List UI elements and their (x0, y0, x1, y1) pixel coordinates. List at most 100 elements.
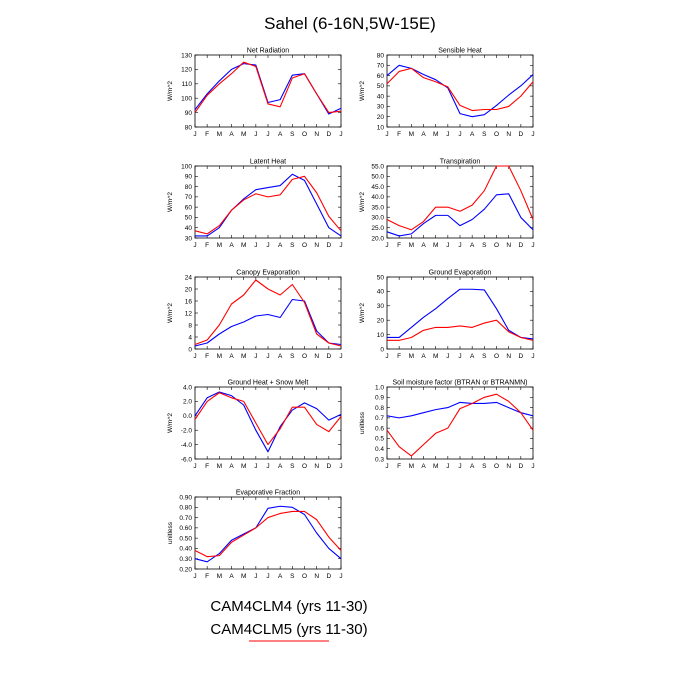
x-tick-label: J (385, 131, 388, 138)
x-tick-label: D (326, 353, 331, 360)
x-tick-label: J (193, 242, 196, 249)
series-line-clm4 (194, 63, 342, 115)
x-tick-label: A (470, 242, 475, 249)
y-axis-label: W/m^2 (359, 303, 366, 323)
series-line-clm4 (194, 391, 342, 453)
series-line-clm5 (194, 510, 342, 558)
y-tick-label: 50.0 (371, 174, 384, 181)
figure-title: Sahel (6-16N,5W-15E) (264, 14, 436, 33)
x-tick-label: A (470, 463, 475, 470)
y-tick-label: 25.0 (371, 225, 384, 232)
x-tick-label: J (266, 242, 269, 249)
y-tick-label: 20 (377, 114, 385, 121)
y-axis-label: W/m^2 (359, 192, 366, 212)
y-tick-label: 0.4 (375, 446, 384, 453)
x-tick-label: S (290, 131, 295, 138)
y-tick-label: 120 (181, 67, 192, 74)
x-tick-label: F (397, 242, 401, 249)
x-tick-label: F (205, 131, 209, 138)
x-tick-label: A (470, 131, 475, 138)
panel-title: Soil moisture factor (BTRAN or BTRANMN) (393, 380, 528, 387)
x-tick-label: J (458, 353, 461, 360)
panel-title: Sensible Heat (438, 48, 482, 55)
x-tick-label: F (205, 463, 209, 470)
x-tick-label: D (518, 242, 523, 249)
x-tick-label: D (326, 131, 331, 138)
plot-frame (194, 276, 342, 350)
y-axis-label: W/m^2 (167, 303, 174, 323)
x-tick-label: O (494, 242, 499, 249)
y-tick-label: 70 (377, 63, 385, 70)
x-tick-label: D (326, 573, 331, 580)
y-tick-label: 45.0 (371, 184, 384, 191)
panel-title: Ground Heat + Snow Melt (228, 380, 309, 387)
legend: CAM4CLM4 (yrs 11-30) CAM4CLM5 (yrs 11-30… (210, 598, 368, 642)
y-tick-label: 24 (185, 274, 193, 281)
y-tick-label: 0.0 (183, 413, 192, 420)
x-tick-label: F (205, 353, 209, 360)
series-line-clm4 (386, 193, 534, 237)
series-line-clm4 (194, 505, 342, 563)
y-tick-label: 30 (185, 235, 193, 242)
series-line-clm5 (194, 61, 342, 114)
x-tick-label: J (254, 242, 257, 249)
y-tick-label: 100 (181, 96, 192, 103)
x-tick-label: N (506, 353, 511, 360)
x-tick-label: A (421, 353, 426, 360)
y-tick-label: -6.0 (181, 456, 193, 463)
x-tick-label: J (339, 573, 342, 580)
y-tick-label: 2.0 (183, 399, 192, 406)
x-tick-label: J (266, 463, 269, 470)
x-tick-label: F (205, 242, 209, 249)
series-line-clm5 (194, 175, 342, 235)
x-tick-label: M (433, 242, 438, 249)
legend-label-clm4: CAM4CLM4 (yrs 11-30) (210, 598, 367, 615)
x-tick-label: O (494, 463, 499, 470)
y-tick-label: 4.0 (183, 384, 192, 391)
x-tick-label: N (314, 353, 319, 360)
x-tick-label: J (446, 242, 449, 249)
y-tick-label: 90 (185, 110, 193, 117)
y-tick-label: 1.0 (375, 384, 384, 391)
x-tick-label: D (326, 242, 331, 249)
y-tick-label: 8 (188, 322, 192, 329)
series-line-clm5 (194, 279, 342, 347)
x-tick-label: O (494, 353, 499, 360)
series-line-clm5 (387, 319, 534, 341)
y-tick-label: 0.7 (375, 415, 384, 422)
x-tick-label: J (458, 131, 461, 138)
x-tick-label: J (531, 131, 534, 138)
series-line-clm5 (386, 165, 534, 231)
y-tick-label: 100 (181, 163, 192, 170)
y-tick-label: 0.70 (179, 515, 192, 522)
series-line-clm5 (386, 67, 534, 112)
x-tick-label: J (531, 242, 534, 249)
y-tick-label: 20.0 (371, 235, 384, 242)
y-tick-label: 30 (377, 303, 385, 310)
plot-frame (386, 386, 534, 460)
x-tick-label: A (278, 463, 283, 470)
x-tick-label: S (482, 353, 487, 360)
x-tick-label: D (518, 463, 523, 470)
x-tick-label: O (302, 131, 307, 138)
x-tick-label: M (241, 573, 246, 580)
x-tick-label: J (266, 131, 269, 138)
y-tick-label: 80 (185, 184, 193, 191)
x-tick-label: J (193, 573, 196, 580)
x-tick-label: O (302, 463, 307, 470)
series-line-clm4 (387, 288, 534, 340)
x-tick-label: J (254, 131, 257, 138)
y-tick-label: 40 (377, 289, 385, 296)
y-axis-label: W/m^2 (167, 81, 174, 101)
x-tick-label: M (217, 573, 222, 580)
y-tick-label: 40 (185, 225, 193, 232)
x-tick-label: J (339, 131, 342, 138)
x-tick-label: F (397, 463, 401, 470)
y-tick-label: 0.8 (375, 405, 384, 412)
series-line-clm4 (386, 64, 534, 118)
